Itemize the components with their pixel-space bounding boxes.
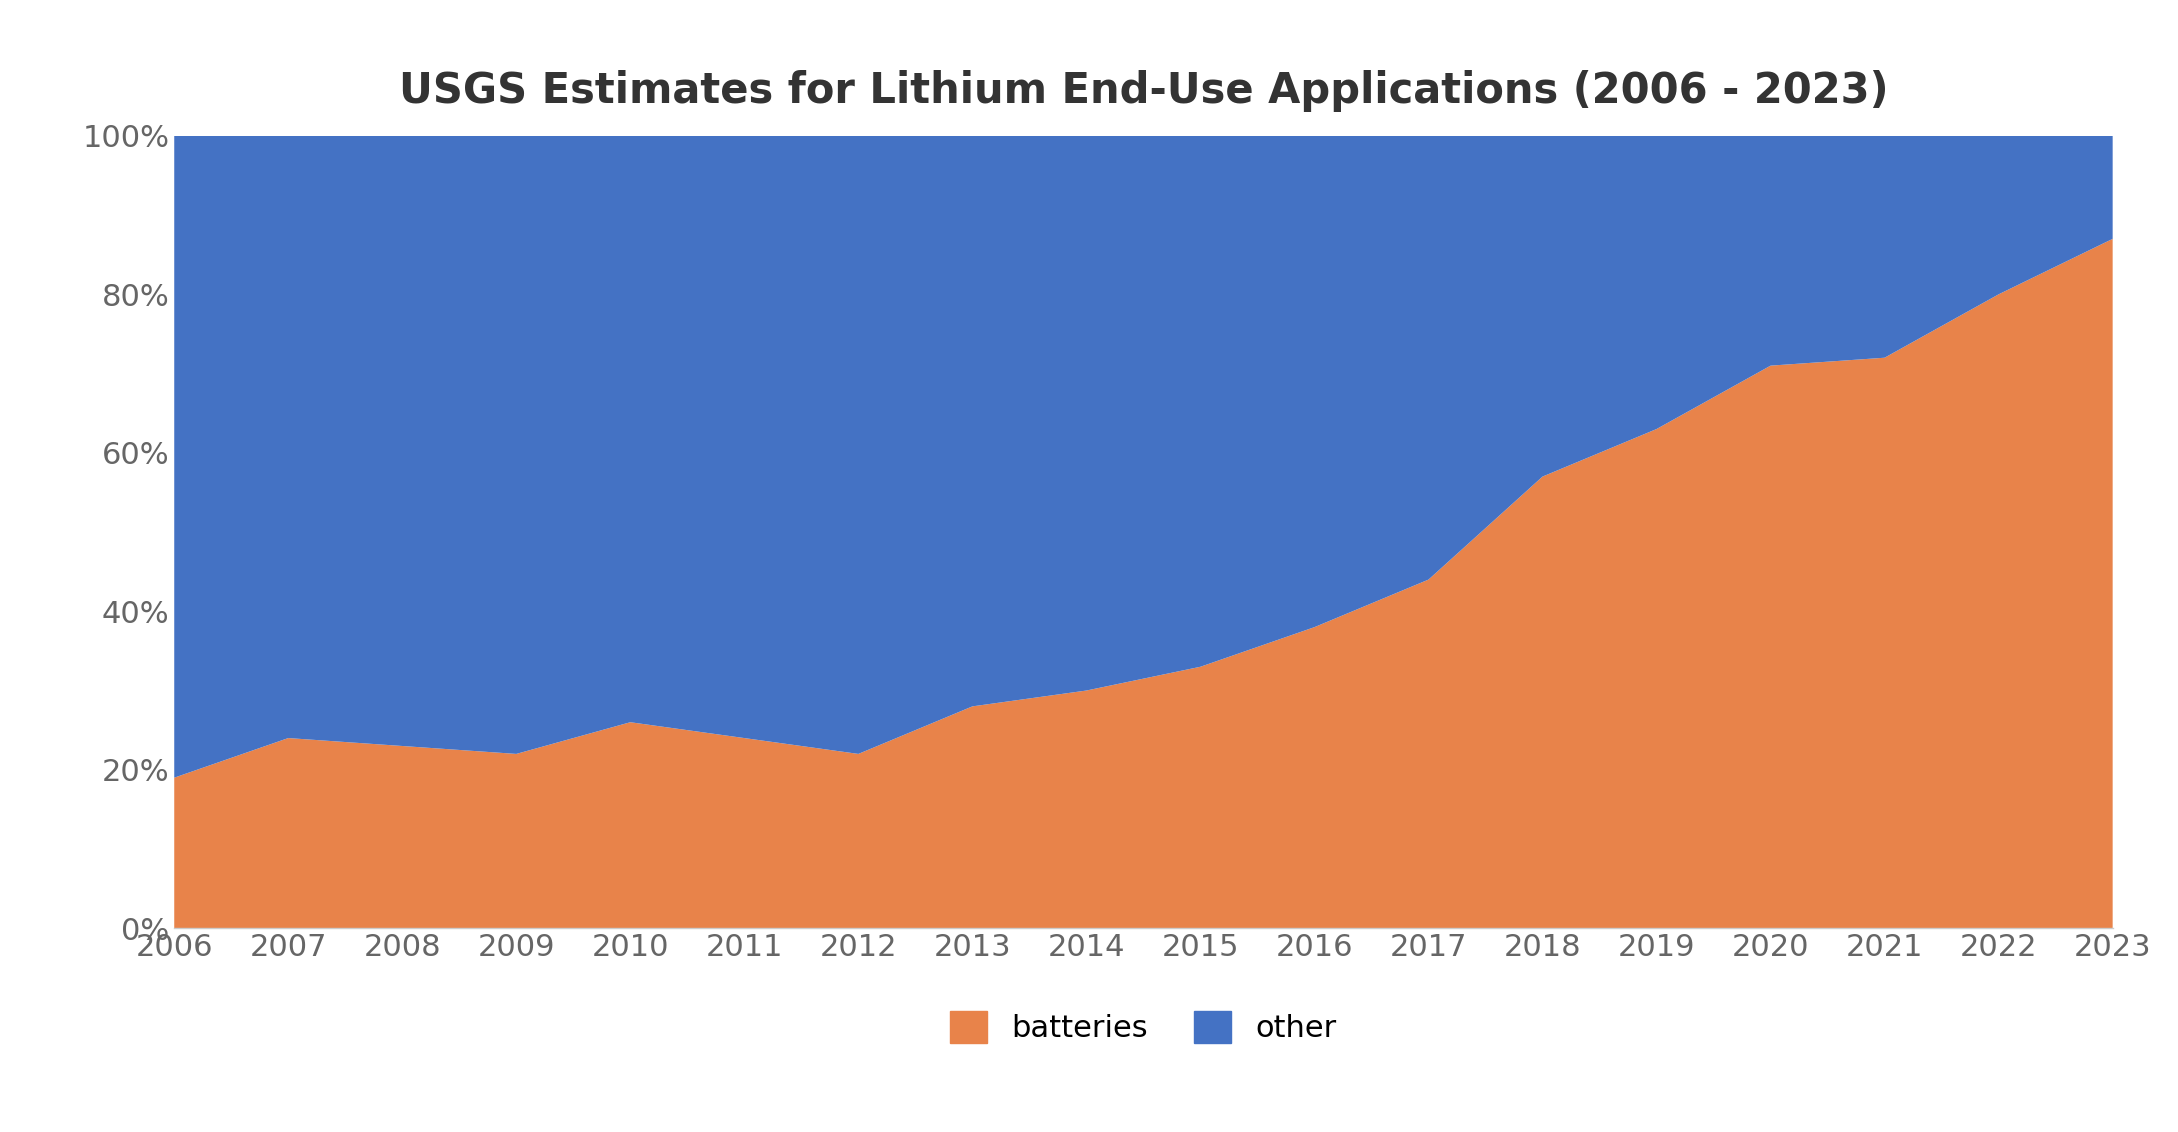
Title: USGS Estimates for Lithium End-Use Applications (2006 - 2023): USGS Estimates for Lithium End-Use Appli… <box>399 69 1888 112</box>
Legend: batteries, other: batteries, other <box>939 1000 1348 1056</box>
